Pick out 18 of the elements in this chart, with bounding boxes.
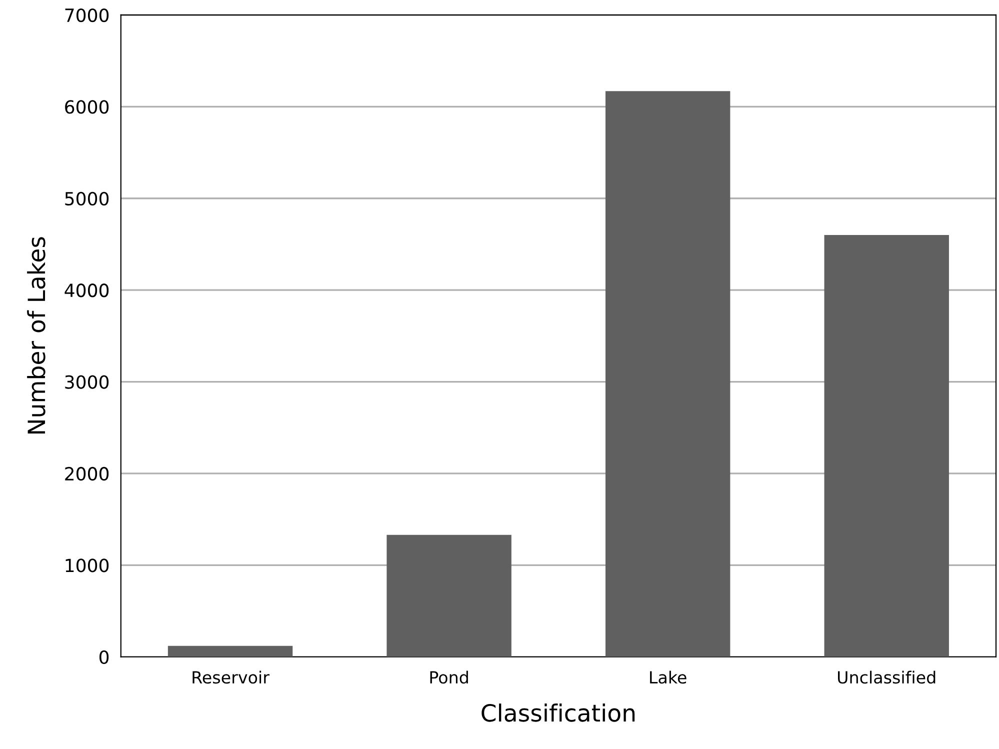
y-tick-label: 5000 <box>65 192 109 206</box>
x-tick-label: Reservoir <box>192 670 270 684</box>
x-tick-label: Unclassified <box>838 670 936 684</box>
y-tick-label: 0 <box>99 650 109 664</box>
bar <box>824 235 949 657</box>
bar <box>386 534 512 657</box>
y-axis-title: Number of Lakes <box>27 237 46 434</box>
y-tick-label: 4000 <box>64 284 109 298</box>
bar <box>605 91 730 657</box>
y-tick-label: 7000 <box>65 8 109 22</box>
y-tick-label: 2000 <box>65 466 109 481</box>
x-tick-label: Lake <box>650 670 686 684</box>
y-tick-label: 1000 <box>66 558 109 572</box>
y-tick-label: 6000 <box>65 100 109 114</box>
x-axis-title: Classification <box>482 704 635 722</box>
bar <box>168 646 293 657</box>
y-tick-label: 3000 <box>65 375 109 389</box>
x-tick-label: Pond <box>430 670 468 684</box>
